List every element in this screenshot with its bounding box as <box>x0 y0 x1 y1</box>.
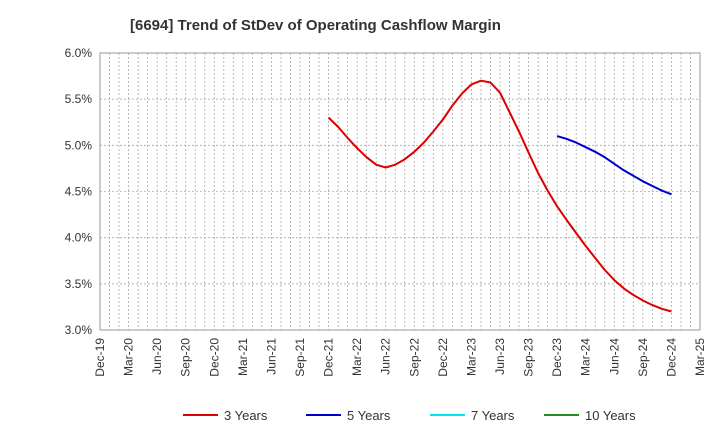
x-tick-label: Mar-21 <box>236 338 250 376</box>
y-tick-label: 5.0% <box>65 138 93 152</box>
x-tick-label: Dec-22 <box>436 338 450 377</box>
legend-label: 5 Years <box>347 408 391 423</box>
x-tick-label: Mar-22 <box>350 338 364 376</box>
series-line-5-years <box>556 135 672 196</box>
x-tick-label: Sep-20 <box>179 338 193 377</box>
x-tick-label: Dec-20 <box>207 338 221 377</box>
y-tick-label: 6.0% <box>65 46 93 60</box>
legend-label: 7 Years <box>471 408 515 423</box>
y-tick-label: 3.5% <box>65 277 93 291</box>
x-tick-label: Sep-22 <box>407 338 421 377</box>
x-tick-label: Jun-21 <box>264 338 278 375</box>
series-layer <box>327 79 672 313</box>
x-tick-label: Jun-20 <box>150 338 164 375</box>
x-tick-label: Sep-23 <box>522 338 536 377</box>
series-line-3-years <box>327 79 672 313</box>
chart-title: [6694] Trend of StDev of Operating Cashf… <box>130 17 501 34</box>
x-tick-label: Mar-23 <box>464 338 478 376</box>
x-tick-label: Dec-24 <box>664 338 678 377</box>
y-tick-label: 3.0% <box>65 323 93 337</box>
x-tick-label: Mar-25 <box>693 338 707 376</box>
x-tick-label: Jun-24 <box>607 338 621 375</box>
x-tick-label: Sep-21 <box>293 338 307 377</box>
x-tick-label: Mar-24 <box>579 338 593 376</box>
legend-label: 3 Years <box>224 408 268 423</box>
x-tick-label: Jun-22 <box>379 338 393 375</box>
y-tick-label: 4.0% <box>65 231 93 245</box>
legend-label: 10 Years <box>585 408 636 423</box>
x-tick-label: Sep-24 <box>636 338 650 377</box>
axes: 6.0% 5.5% 5.0% 4.5% 4.0% 3.5% 3.0%Dec-19 Mar-20… <box>65 46 707 377</box>
x-tick-label: Dec-21 <box>322 338 336 377</box>
x-tick-label: Jun-23 <box>493 338 507 375</box>
y-tick-label: 4.5% <box>65 185 93 199</box>
grid <box>100 53 700 330</box>
x-tick-label: Dec-23 <box>550 338 564 377</box>
y-tick-label: 5.5% <box>65 92 93 106</box>
x-tick-label: Dec-19 <box>93 338 107 377</box>
x-tick-label: Mar-20 <box>122 338 136 376</box>
plot-frame <box>99 52 701 331</box>
legend: 3 Years 5 Years 7 Years 10 Years <box>183 408 636 423</box>
